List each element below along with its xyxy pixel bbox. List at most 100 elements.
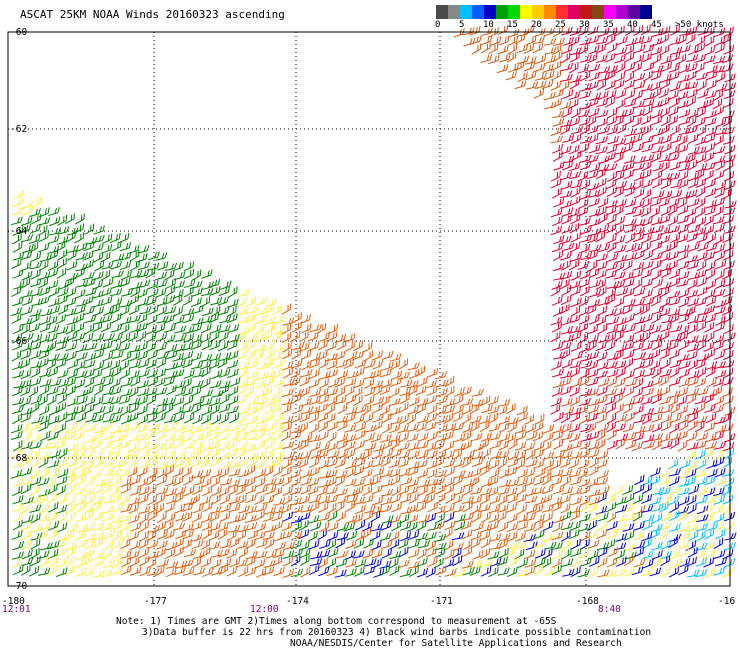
wind-barb bbox=[100, 287, 112, 297]
wind-barb bbox=[588, 71, 600, 82]
wind-barb bbox=[119, 333, 131, 344]
wind-barb bbox=[453, 442, 467, 451]
wind-barb bbox=[93, 342, 106, 352]
wind-barb bbox=[678, 44, 691, 54]
wind-barb bbox=[580, 124, 590, 135]
wind-barb bbox=[589, 279, 602, 289]
wind-barb bbox=[550, 70, 562, 81]
wind-barb bbox=[480, 537, 491, 549]
wind-barb bbox=[658, 45, 670, 56]
wind-barb bbox=[595, 135, 608, 145]
wind-barb bbox=[642, 43, 655, 54]
wind-barb bbox=[588, 511, 600, 522]
wind-barb bbox=[550, 331, 561, 343]
wind-barb bbox=[247, 530, 259, 540]
wind-barb bbox=[11, 530, 23, 541]
wind-barb bbox=[706, 459, 718, 470]
wind-barb bbox=[721, 468, 735, 477]
wind-barb bbox=[83, 567, 95, 577]
wind-barb bbox=[300, 397, 312, 407]
wind-barb bbox=[650, 259, 662, 271]
wind-barb bbox=[559, 101, 572, 110]
wind-barb bbox=[704, 133, 716, 144]
wind-barb bbox=[605, 69, 616, 81]
wind-barb bbox=[633, 188, 645, 199]
wind-barb bbox=[678, 126, 691, 136]
wind-barb bbox=[632, 90, 643, 101]
wind-barb bbox=[614, 377, 626, 388]
wind-barb bbox=[193, 476, 205, 486]
wind-barb bbox=[533, 63, 546, 73]
wind-barb bbox=[74, 289, 86, 299]
wind-barb bbox=[13, 564, 24, 576]
wind-barb bbox=[488, 412, 498, 424]
legend-swatch bbox=[616, 5, 628, 19]
legend-swatch bbox=[544, 5, 556, 19]
wind-barb bbox=[226, 566, 237, 577]
wind-barb bbox=[355, 530, 365, 542]
wind-barb bbox=[634, 483, 645, 495]
note-line-1: Note: 1) Times are GMT 2)Times along bot… bbox=[116, 616, 557, 627]
wind-barb bbox=[534, 54, 547, 65]
wind-barb bbox=[38, 217, 51, 226]
wind-barb bbox=[686, 53, 699, 63]
wind-barb bbox=[66, 523, 78, 533]
wind-barb bbox=[614, 244, 627, 254]
wind-barb bbox=[156, 486, 169, 496]
wind-barb bbox=[688, 171, 700, 182]
wind-barb bbox=[119, 521, 131, 532]
wind-barb bbox=[550, 403, 561, 415]
wind-barb bbox=[688, 359, 698, 371]
wind-barb bbox=[273, 377, 285, 387]
wind-barb bbox=[237, 326, 250, 335]
wind-barb bbox=[569, 195, 581, 207]
wind-barb bbox=[37, 567, 51, 576]
latitude-label: -68 bbox=[10, 453, 27, 464]
wind-barb bbox=[55, 504, 68, 514]
wind-barb bbox=[579, 190, 591, 200]
wind-barb bbox=[651, 87, 661, 99]
wind-barb bbox=[623, 357, 634, 369]
wind-barb bbox=[550, 360, 562, 371]
latitude-label: -64 bbox=[10, 226, 27, 237]
wind-barb bbox=[327, 510, 338, 522]
wind-barb bbox=[613, 568, 626, 578]
wind-barb bbox=[552, 50, 563, 62]
wind-barb bbox=[613, 186, 624, 198]
wind-barb bbox=[642, 434, 655, 443]
wind-barb bbox=[264, 538, 275, 550]
wind-barb bbox=[390, 502, 402, 513]
wind-barb bbox=[579, 90, 592, 100]
wind-barb bbox=[48, 207, 60, 216]
wind-barb bbox=[535, 467, 546, 478]
wind-barb bbox=[228, 468, 241, 477]
wind-barb bbox=[685, 33, 696, 45]
wind-barb bbox=[238, 360, 250, 371]
wind-barb bbox=[614, 146, 627, 155]
legend-swatch bbox=[640, 5, 652, 19]
wind-barb bbox=[65, 231, 76, 243]
wind-barb bbox=[721, 33, 732, 45]
wind-barb bbox=[687, 197, 700, 208]
wind-barb bbox=[380, 496, 393, 506]
wind-barb bbox=[191, 557, 202, 569]
wind-barb bbox=[579, 160, 592, 171]
wind-barb bbox=[624, 198, 637, 208]
wind-barb bbox=[499, 53, 511, 63]
wind-barbs bbox=[10, 24, 737, 578]
wind-barb bbox=[425, 485, 436, 497]
wind-barb bbox=[550, 135, 564, 144]
wind-barb bbox=[541, 79, 554, 90]
wind-barb bbox=[650, 152, 662, 163]
wind-barb bbox=[615, 109, 628, 118]
wind-barb bbox=[652, 177, 663, 189]
wind-barb bbox=[568, 36, 580, 47]
wind-barb bbox=[685, 152, 696, 164]
wind-barb bbox=[443, 459, 456, 468]
wind-barb bbox=[704, 117, 717, 127]
wind-barb bbox=[21, 305, 33, 316]
wind-barb bbox=[658, 88, 669, 99]
wind-barb bbox=[623, 155, 636, 164]
wind-barb bbox=[597, 125, 611, 135]
wind-barb bbox=[676, 99, 689, 109]
